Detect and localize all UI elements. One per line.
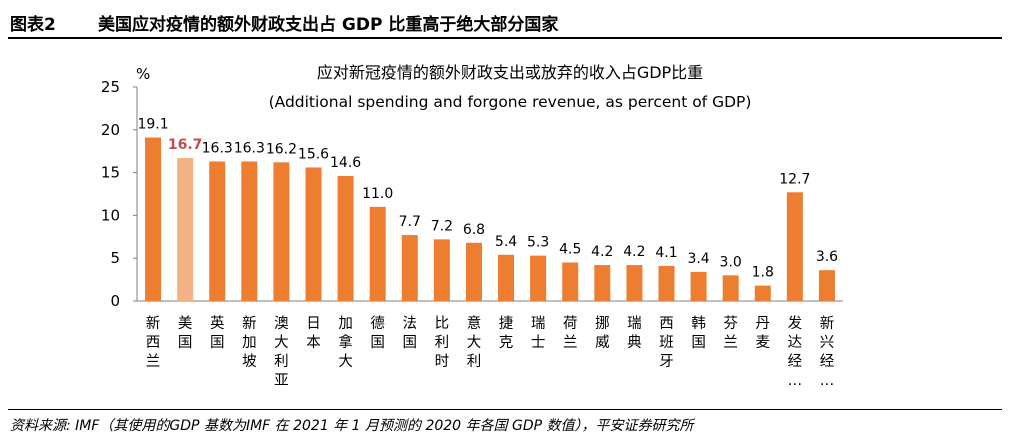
category-label: 丹麦 [756, 316, 771, 351]
data-label: 16.2 [266, 141, 297, 157]
category-label: 韩国 [691, 315, 706, 351]
bar-19 [754, 285, 771, 301]
y-tick-label: 25 [101, 78, 120, 96]
data-label: 16.3 [234, 140, 265, 156]
data-label: 4.2 [623, 244, 645, 260]
bottom-divider [8, 409, 1002, 410]
data-label: 11.0 [362, 186, 393, 202]
chart-title: 应对新冠疫情的额外财政支出或放弃的收入占GDP比重 [317, 63, 703, 82]
y-tick-label: 10 [101, 206, 120, 224]
data-label: 3.6 [816, 249, 838, 265]
data-label: 4.2 [591, 244, 613, 260]
data-label: 14.6 [330, 155, 361, 171]
bar-11 [498, 254, 515, 301]
category-label: 美国 [178, 315, 193, 351]
y-tick-label: 20 [101, 121, 120, 139]
data-label: 6.8 [463, 222, 485, 238]
data-label: 16.7 [168, 137, 203, 153]
category-label: 发达经… [788, 315, 803, 389]
data-label: 5.4 [495, 234, 517, 250]
category-label: 比利时 [435, 315, 450, 370]
category-label: 新西兰 [146, 315, 161, 370]
data-label: 4.5 [559, 241, 581, 257]
category-label: 荷兰 [563, 315, 578, 351]
data-label: 3.4 [687, 251, 709, 267]
figure-header: 图表2 美国应对疫情的额外财政支出占 GDP 比重高于绝大部分国家 [0, 0, 1014, 40]
bar-7 [369, 206, 386, 301]
y-tick-label: 0 [110, 292, 120, 310]
category-label: 意大利 [467, 314, 482, 370]
figure-number: 图表2 [10, 15, 56, 35]
bar-16 [658, 265, 675, 301]
bar-8 [401, 235, 418, 301]
category-label: 捷克 [499, 315, 514, 351]
data-label: 19.1 [137, 117, 168, 133]
data-label: 5.3 [527, 235, 549, 251]
category-label: 新兴经… [820, 315, 835, 389]
category-label: 英国 [210, 314, 225, 351]
category-label: 瑞典 [627, 315, 642, 351]
bar-chart: 应对新冠疫情的额外财政支出或放弃的收入占GDP比重 (Additional sp… [101, 63, 843, 389]
category-label: 新加坡 [242, 315, 257, 370]
bar-12 [530, 255, 547, 301]
y-tick-label: 5 [110, 249, 120, 267]
bar-1 [177, 158, 194, 301]
source-note: 资料来源: IMF（其使用的GDP 基数为IMF 在 2021 年 1 月预测的… [10, 418, 694, 434]
category-label: 法国 [403, 315, 418, 351]
bar-13 [562, 262, 579, 301]
bar-5 [305, 167, 322, 301]
bar-21 [818, 270, 835, 301]
category-label: 西班牙 [659, 316, 674, 370]
data-label: 1.8 [752, 265, 774, 281]
bar-2 [209, 161, 226, 301]
chart-subtitle: (Additional spending and forgone revenue… [269, 93, 752, 111]
bar-9 [433, 239, 450, 301]
bar-14 [594, 265, 611, 301]
category-label: 澳大利亚 [274, 315, 289, 389]
bar-4 [273, 162, 290, 301]
data-label: 4.1 [655, 245, 677, 261]
data-label: 7.7 [399, 214, 421, 230]
bar-0 [145, 137, 162, 301]
y-axis-unit: % [136, 65, 150, 83]
data-label: 12.7 [779, 171, 810, 187]
top-divider [8, 37, 1002, 39]
bar-10 [465, 242, 482, 301]
data-label: 3.0 [720, 254, 742, 270]
category-label: 瑞士 [531, 315, 546, 351]
figure-title: 美国应对疫情的额外财政支出占 GDP 比重高于绝大部分国家 [98, 15, 559, 35]
category-label: 芬兰 [723, 315, 738, 351]
data-label: 7.2 [431, 218, 453, 234]
category-label: 日本 [306, 316, 321, 351]
category-label: 挪威 [595, 315, 610, 351]
y-tick-label: 15 [101, 164, 120, 182]
bar-6 [337, 176, 354, 301]
bar-17 [690, 271, 707, 301]
bar-20 [786, 192, 803, 301]
data-label: 16.3 [202, 140, 233, 156]
bar-3 [241, 161, 258, 301]
bar-18 [722, 275, 739, 301]
category-label: 德国 [370, 315, 385, 351]
category-label: 加拿大 [338, 315, 353, 370]
bar-15 [626, 265, 643, 301]
data-label: 15.6 [298, 146, 329, 162]
